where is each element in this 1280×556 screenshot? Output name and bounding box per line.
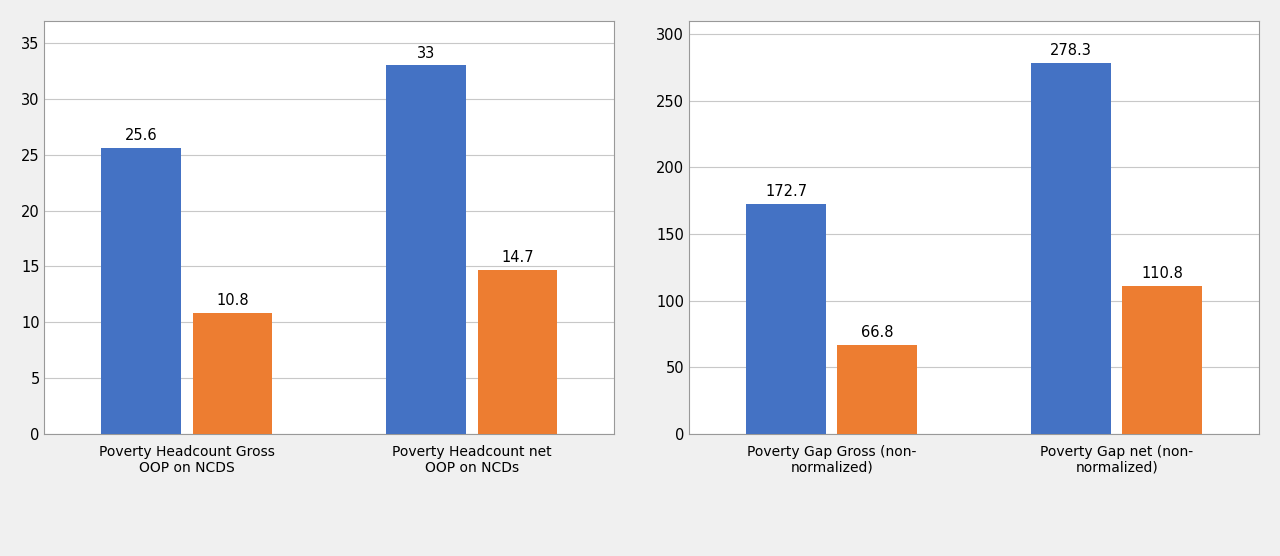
Bar [837, 345, 918, 434]
Bar [387, 66, 466, 434]
Text: 14.7: 14.7 [502, 250, 534, 265]
Bar [1123, 286, 1202, 434]
Text: 10.8: 10.8 [216, 293, 248, 308]
Text: 25.6: 25.6 [125, 128, 157, 143]
Bar [477, 270, 558, 434]
Bar [1032, 63, 1111, 434]
Text: 172.7: 172.7 [765, 183, 808, 198]
Text: 278.3: 278.3 [1050, 43, 1092, 58]
Bar [101, 148, 182, 434]
Bar [193, 313, 273, 434]
Text: 110.8: 110.8 [1142, 266, 1183, 281]
Text: 33: 33 [417, 46, 435, 61]
Text: 66.8: 66.8 [861, 325, 893, 340]
Bar [746, 203, 826, 434]
